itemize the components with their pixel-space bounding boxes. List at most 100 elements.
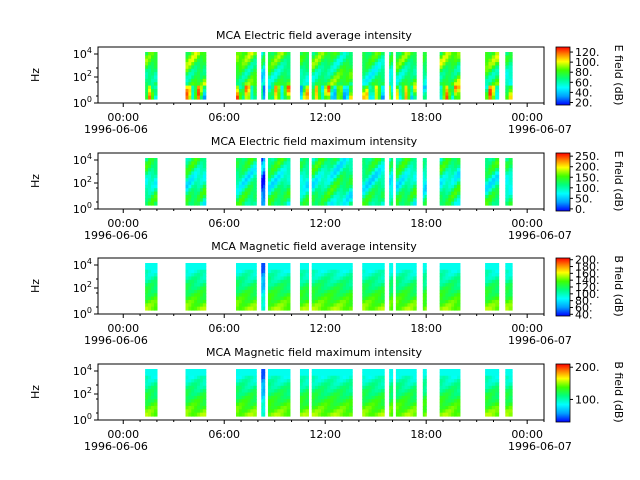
spectrogram-cell (349, 389, 353, 394)
spectrogram-cell (261, 52, 264, 56)
spectrogram-cell (488, 392, 493, 397)
spectrogram-cell (236, 198, 240, 203)
spectrogram-cell (401, 58, 406, 63)
spectrogram-cell (362, 385, 366, 390)
spectrogram-cell (194, 372, 198, 377)
spectrogram-cell (377, 389, 382, 394)
spectrogram-cell (365, 65, 370, 70)
spectrogram-cell (448, 75, 452, 80)
spectrogram-cell (185, 409, 190, 414)
spectrogram-cell (368, 95, 373, 100)
spectrogram-cell (274, 52, 278, 56)
spectrogram-cell (424, 58, 427, 63)
spectrogram-cell (390, 52, 394, 56)
spectrogram-cell (398, 372, 403, 377)
spectrogram-cell (454, 201, 458, 206)
spectrogram-cell (333, 276, 338, 281)
spectrogram-cell (374, 161, 379, 166)
spectrogram-cell (371, 191, 376, 196)
spectrogram-cell (238, 68, 243, 73)
spectrogram-cell (395, 158, 400, 162)
spectrogram-cell (377, 402, 382, 407)
spectrogram-cell (194, 174, 198, 179)
spectrogram-cell (238, 158, 243, 162)
spectrogram-cell (302, 276, 307, 281)
spectrogram-cell (488, 296, 493, 301)
spectrogram-cell (339, 62, 344, 67)
spectrogram-cell (236, 299, 240, 304)
spectrogram-cell (324, 385, 328, 390)
spectrogram-cell (410, 201, 414, 206)
panel-4: MCA Magnetic field maximum intensityHz10… (29, 346, 625, 453)
spectrogram-cell (368, 178, 373, 183)
spectrogram-cell (442, 389, 447, 394)
spectrogram-cell (247, 409, 252, 414)
spectrogram-cell (505, 405, 510, 410)
spectrogram-cell (197, 279, 201, 284)
spectrogram-cell (299, 399, 304, 404)
spectrogram-cell (283, 65, 288, 70)
spectrogram-cell (286, 412, 291, 417)
spectrogram-cell (283, 85, 288, 90)
spectrogram-cell (236, 68, 240, 73)
spectrogram-cell (442, 55, 447, 60)
spectrogram-cell (191, 164, 195, 169)
spectrogram-cell (280, 276, 285, 281)
spectrogram-cell (488, 269, 493, 274)
spectrogram-cell (407, 279, 411, 284)
spectrogram-cell (197, 188, 201, 193)
spectrogram-cell (299, 395, 304, 400)
spectrogram-cell (439, 191, 444, 196)
spectrogram-cell (238, 382, 243, 387)
spectrogram-cell (380, 58, 385, 63)
spectrogram-cell (305, 188, 309, 193)
spectrogram-cell (495, 375, 500, 380)
spectrogram-cell (439, 399, 444, 404)
spectrogram-cell (448, 72, 452, 77)
spectrogram-cell (451, 402, 455, 407)
spectrogram-cell (488, 161, 493, 166)
spectrogram-cell (311, 412, 316, 417)
spectrogram-cell (407, 164, 411, 169)
spectrogram-cell (317, 178, 322, 183)
spectrogram-cell (261, 158, 264, 162)
spectrogram-cell (238, 289, 243, 294)
spectrogram-cell (349, 55, 353, 60)
spectrogram-cell (305, 402, 309, 407)
spectrogram-cell (389, 369, 392, 373)
spectrogram-cell (314, 68, 319, 73)
spectrogram-cell (495, 174, 500, 179)
spectrogram-cell (488, 181, 493, 186)
spectrogram-cell (153, 85, 158, 90)
spectrogram-cell (333, 379, 338, 384)
spectrogram-cell (153, 75, 158, 80)
spectrogram-cell (274, 78, 278, 83)
spectrogram-cell (199, 269, 204, 274)
spectrogram-cell (401, 392, 406, 397)
spectrogram-cell (339, 409, 344, 414)
spectrogram-cell (404, 412, 409, 417)
spectrogram-cell (380, 266, 385, 271)
spectrogram-cell (380, 399, 385, 404)
spectrogram-cell (349, 161, 353, 166)
spectrogram-cell (327, 266, 331, 271)
spectrogram-cell (280, 82, 285, 87)
spectrogram-cell (495, 62, 500, 67)
spectrogram-cell (410, 269, 414, 274)
spectrogram-cell (241, 58, 246, 63)
spectrogram-cell (395, 72, 400, 77)
spectrogram-cell (505, 389, 510, 394)
spectrogram-cell (339, 263, 344, 267)
spectrogram-cell (505, 164, 510, 169)
x-tick-label: 00:00 (107, 428, 139, 441)
spectrogram-cell (395, 283, 400, 288)
spectrogram-cell (505, 168, 510, 173)
spectrogram-cell (236, 95, 240, 100)
spectrogram-cell (380, 62, 385, 67)
spectrogram-cell (202, 405, 207, 410)
spectrogram-cell (407, 201, 411, 206)
spectrogram-cell (424, 283, 427, 288)
spectrogram-cell (241, 296, 246, 301)
spectrogram-cell (302, 188, 307, 193)
spectrogram-cell (330, 303, 335, 308)
